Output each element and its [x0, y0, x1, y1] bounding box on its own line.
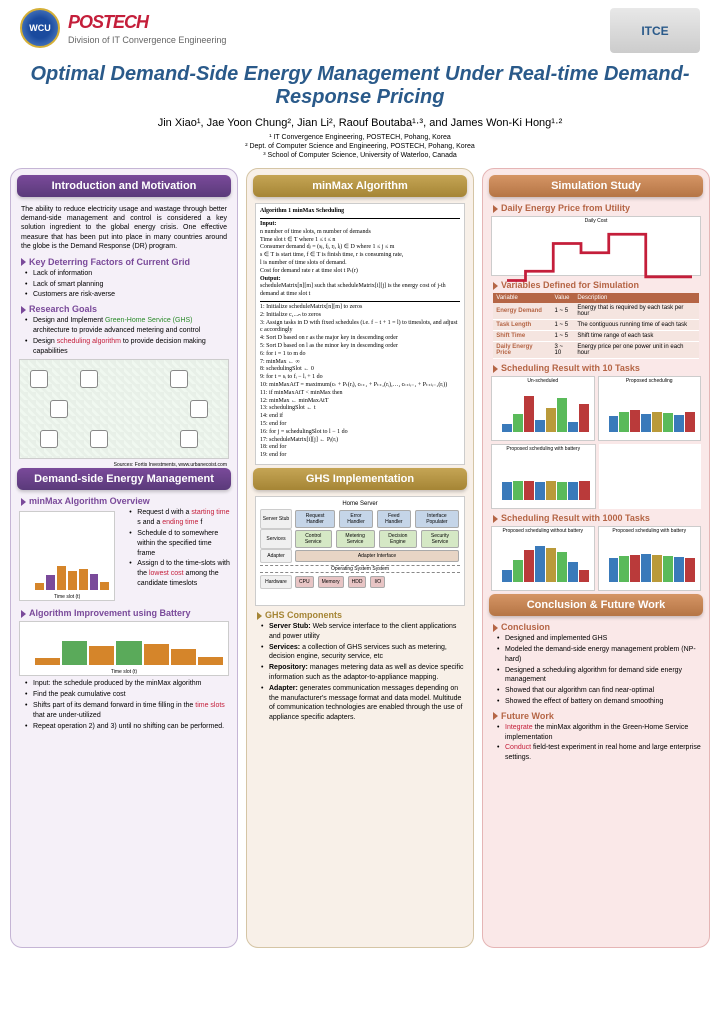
smartgrid-image — [19, 359, 229, 459]
column-1: Introduction and Motivation The ability … — [10, 168, 238, 948]
algorithm-box: Algorithm 1 minMax Scheduling Input: n n… — [255, 203, 465, 465]
vars-table: VariableValueDescription Energy Demand1 … — [493, 293, 698, 359]
sub-price: Daily Energy Price from Utility — [489, 203, 703, 213]
sub-ghs-comp: GHS Components — [253, 610, 467, 620]
sub-conclusion: Conclusion — [489, 622, 703, 632]
sub-battery: Algorithm Improvement using Battery — [17, 608, 231, 618]
minmax-desc: Request d with a starting time s and a e… — [121, 508, 231, 589]
ghs-diagram: Home Server Server StubRequest HandlerEr… — [255, 496, 465, 606]
intro-text: The ability to reduce electricity usage … — [17, 203, 231, 252]
itce-logo: ITCE — [610, 8, 700, 53]
authors: Jin Xiao¹, Jae Yoon Chung², Jian Li², Ra… — [0, 115, 720, 131]
section-conclusion: Conclusion & Future Work — [489, 594, 703, 616]
ghs-components: Server Stub: Web service interface to th… — [253, 622, 467, 723]
columns: Introduction and Motivation The ability … — [0, 168, 720, 958]
sub-deterring: Key Deterring Factors of Current Grid — [17, 257, 231, 267]
goals-list: Design and Implement Green-Home Service … — [17, 316, 231, 356]
header: POSTECH Division of IT Convergence Engin… — [0, 0, 720, 57]
conclusion-list: Designed and implemented GHSModeled the … — [489, 634, 703, 707]
section-sim: Simulation Study — [489, 175, 703, 197]
section-intro: Introduction and Motivation — [17, 175, 231, 197]
sub-10tasks: Scheduling Result with 10 Tasks — [489, 363, 703, 373]
column-3: Simulation Study Daily Energy Price from… — [482, 168, 710, 948]
battery-chart: Time slot (t) — [19, 621, 229, 676]
battery-list: Input: the schedule produced by the minM… — [17, 679, 231, 731]
sub-goals: Research Goals — [17, 304, 231, 314]
future-list: Integrate the minMax algorithm in the Gr… — [489, 723, 703, 763]
section-algo: minMax Algorithm — [253, 175, 467, 197]
division-label: Division of IT Convergence Engineering — [68, 35, 226, 45]
charts-10b: Proposed scheduling with battery — [491, 444, 701, 509]
charts-1000: Proposed scheduling without battery Prop… — [491, 526, 701, 591]
poster-title: Optimal Demand-Side Energy Management Un… — [0, 57, 720, 115]
sub-1000tasks: Scheduling Result with 1000 Tasks — [489, 513, 703, 523]
section-dsm: Demand-side Energy Management — [17, 468, 231, 490]
column-2: minMax Algorithm Algorithm 1 minMax Sche… — [246, 168, 474, 948]
affiliations: ¹ IT Convergence Engineering, POSTECH, P… — [0, 131, 720, 168]
wcu-logo — [20, 8, 60, 48]
charts-10a: Un-scheduled Proposed scheduling — [491, 376, 701, 441]
sub-minmax-ov: minMax Algorithm Overview — [17, 496, 231, 506]
minmax-chart: Time slot (t) — [19, 511, 115, 601]
deterring-list: Lack of informationLack of smart plannin… — [17, 269, 231, 300]
section-ghs: GHS Implementation — [253, 468, 467, 490]
sub-future: Future Work — [489, 711, 703, 721]
postech-logo: POSTECH — [68, 12, 226, 33]
price-chart: Daily Cost — [491, 216, 701, 276]
logo-left: POSTECH Division of IT Convergence Engin… — [20, 8, 226, 48]
